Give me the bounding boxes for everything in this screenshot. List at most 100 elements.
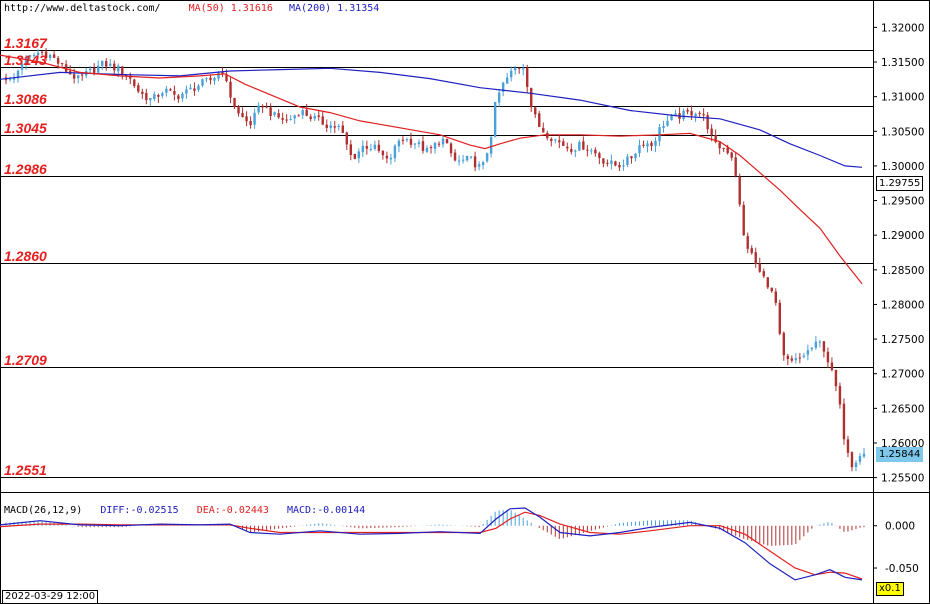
candle-body <box>305 109 308 116</box>
macd-title: MACD(26,12,9) <box>4 505 83 516</box>
macd-diff-line <box>0 507 863 581</box>
site-url[interactable]: http://www.deltastock.com/ <box>4 3 161 14</box>
candle-body <box>449 143 453 154</box>
candle-body <box>742 204 745 236</box>
candle-body <box>806 350 810 355</box>
candle-body <box>550 138 553 142</box>
candle-body <box>12 78 16 80</box>
candle-body <box>60 63 64 65</box>
candle-body <box>365 146 369 149</box>
candle-body <box>558 140 561 143</box>
candle-body <box>786 355 790 360</box>
candle-body <box>622 165 625 167</box>
candle-body <box>409 138 413 145</box>
candle-body <box>437 143 441 145</box>
candle-body <box>317 115 320 117</box>
candle-body <box>373 144 377 149</box>
ma200-label: MA(200) <box>288 3 332 14</box>
candle-body <box>48 54 52 59</box>
candle-body <box>217 72 220 79</box>
candle-body <box>157 95 160 97</box>
candle-body <box>329 125 332 128</box>
candle-body <box>97 65 100 73</box>
candle-body <box>522 68 525 70</box>
candle-body <box>209 77 212 81</box>
level-label: 1.3167 <box>4 34 47 51</box>
candle-body <box>814 341 818 348</box>
candle-body <box>554 139 557 141</box>
candle-body <box>602 158 605 164</box>
candle-body <box>542 127 545 133</box>
candle-body <box>52 54 56 58</box>
candle-body <box>421 141 425 151</box>
candle-body <box>465 155 469 161</box>
macd-diff-label: DIFF:-0.02515 <box>100 505 179 516</box>
candle-body <box>746 236 749 249</box>
candle-body <box>526 67 529 88</box>
candle-body <box>710 128 713 136</box>
candle-body <box>534 107 537 115</box>
candle-body <box>798 357 802 359</box>
candle-body <box>770 287 773 292</box>
candle-body <box>76 75 80 79</box>
price-badge: 1.29755 <box>876 175 924 191</box>
candle-body <box>582 141 585 150</box>
candle-body <box>32 55 36 57</box>
candle-body <box>626 156 629 166</box>
candle-body <box>80 74 84 76</box>
candle-body <box>598 153 601 159</box>
candle-body <box>594 149 597 154</box>
candle-body <box>774 291 777 303</box>
candle-body <box>610 160 613 164</box>
candle-body <box>397 140 401 147</box>
candle-body <box>674 113 677 117</box>
y-tick-label: 1.28500 <box>881 265 924 277</box>
candle-body <box>642 144 645 146</box>
candle-body <box>205 78 208 80</box>
candle-body <box>842 403 846 440</box>
candle-body <box>333 126 336 128</box>
candle-body <box>762 271 765 277</box>
candle-body <box>393 145 397 159</box>
candle-body <box>606 162 609 164</box>
zoom-badge[interactable]: x0.1 <box>876 582 904 596</box>
candle-body <box>485 153 489 162</box>
candle-body <box>509 70 513 78</box>
candle-body <box>682 110 685 120</box>
candle-body <box>313 116 316 119</box>
candle-body <box>822 341 826 352</box>
candle-body <box>497 92 501 103</box>
candle-body <box>20 63 24 70</box>
candle-body <box>72 74 76 79</box>
candle-body <box>273 112 276 115</box>
candle-body <box>493 101 497 137</box>
candle-body <box>566 146 569 149</box>
candle-body <box>413 143 417 145</box>
candle-body <box>265 106 268 108</box>
ma200-line <box>0 67 863 168</box>
candle-body <box>810 347 814 350</box>
candle-body <box>181 93 184 99</box>
candle-body <box>173 91 176 95</box>
candle-body <box>854 462 858 468</box>
candle-body <box>233 97 236 107</box>
candle-body <box>834 369 838 387</box>
candle-body <box>489 136 493 154</box>
candle-body <box>241 112 244 118</box>
candle-body <box>469 156 473 158</box>
candle-body <box>16 70 20 79</box>
candle-body <box>433 142 437 149</box>
macd-tick-label: -0.050 <box>885 563 919 575</box>
candle-body <box>738 176 741 205</box>
level-label: 1.2709 <box>4 351 47 368</box>
candle-body <box>301 110 304 116</box>
candle-body <box>341 125 344 133</box>
macd-tick-label: 0.000 <box>885 521 915 533</box>
candle-body <box>646 143 649 147</box>
candle-body <box>818 341 822 343</box>
candle-body <box>782 332 786 356</box>
y-tick-label: 1.29000 <box>881 230 924 242</box>
candle-body <box>778 302 782 334</box>
candle-body <box>538 113 541 127</box>
